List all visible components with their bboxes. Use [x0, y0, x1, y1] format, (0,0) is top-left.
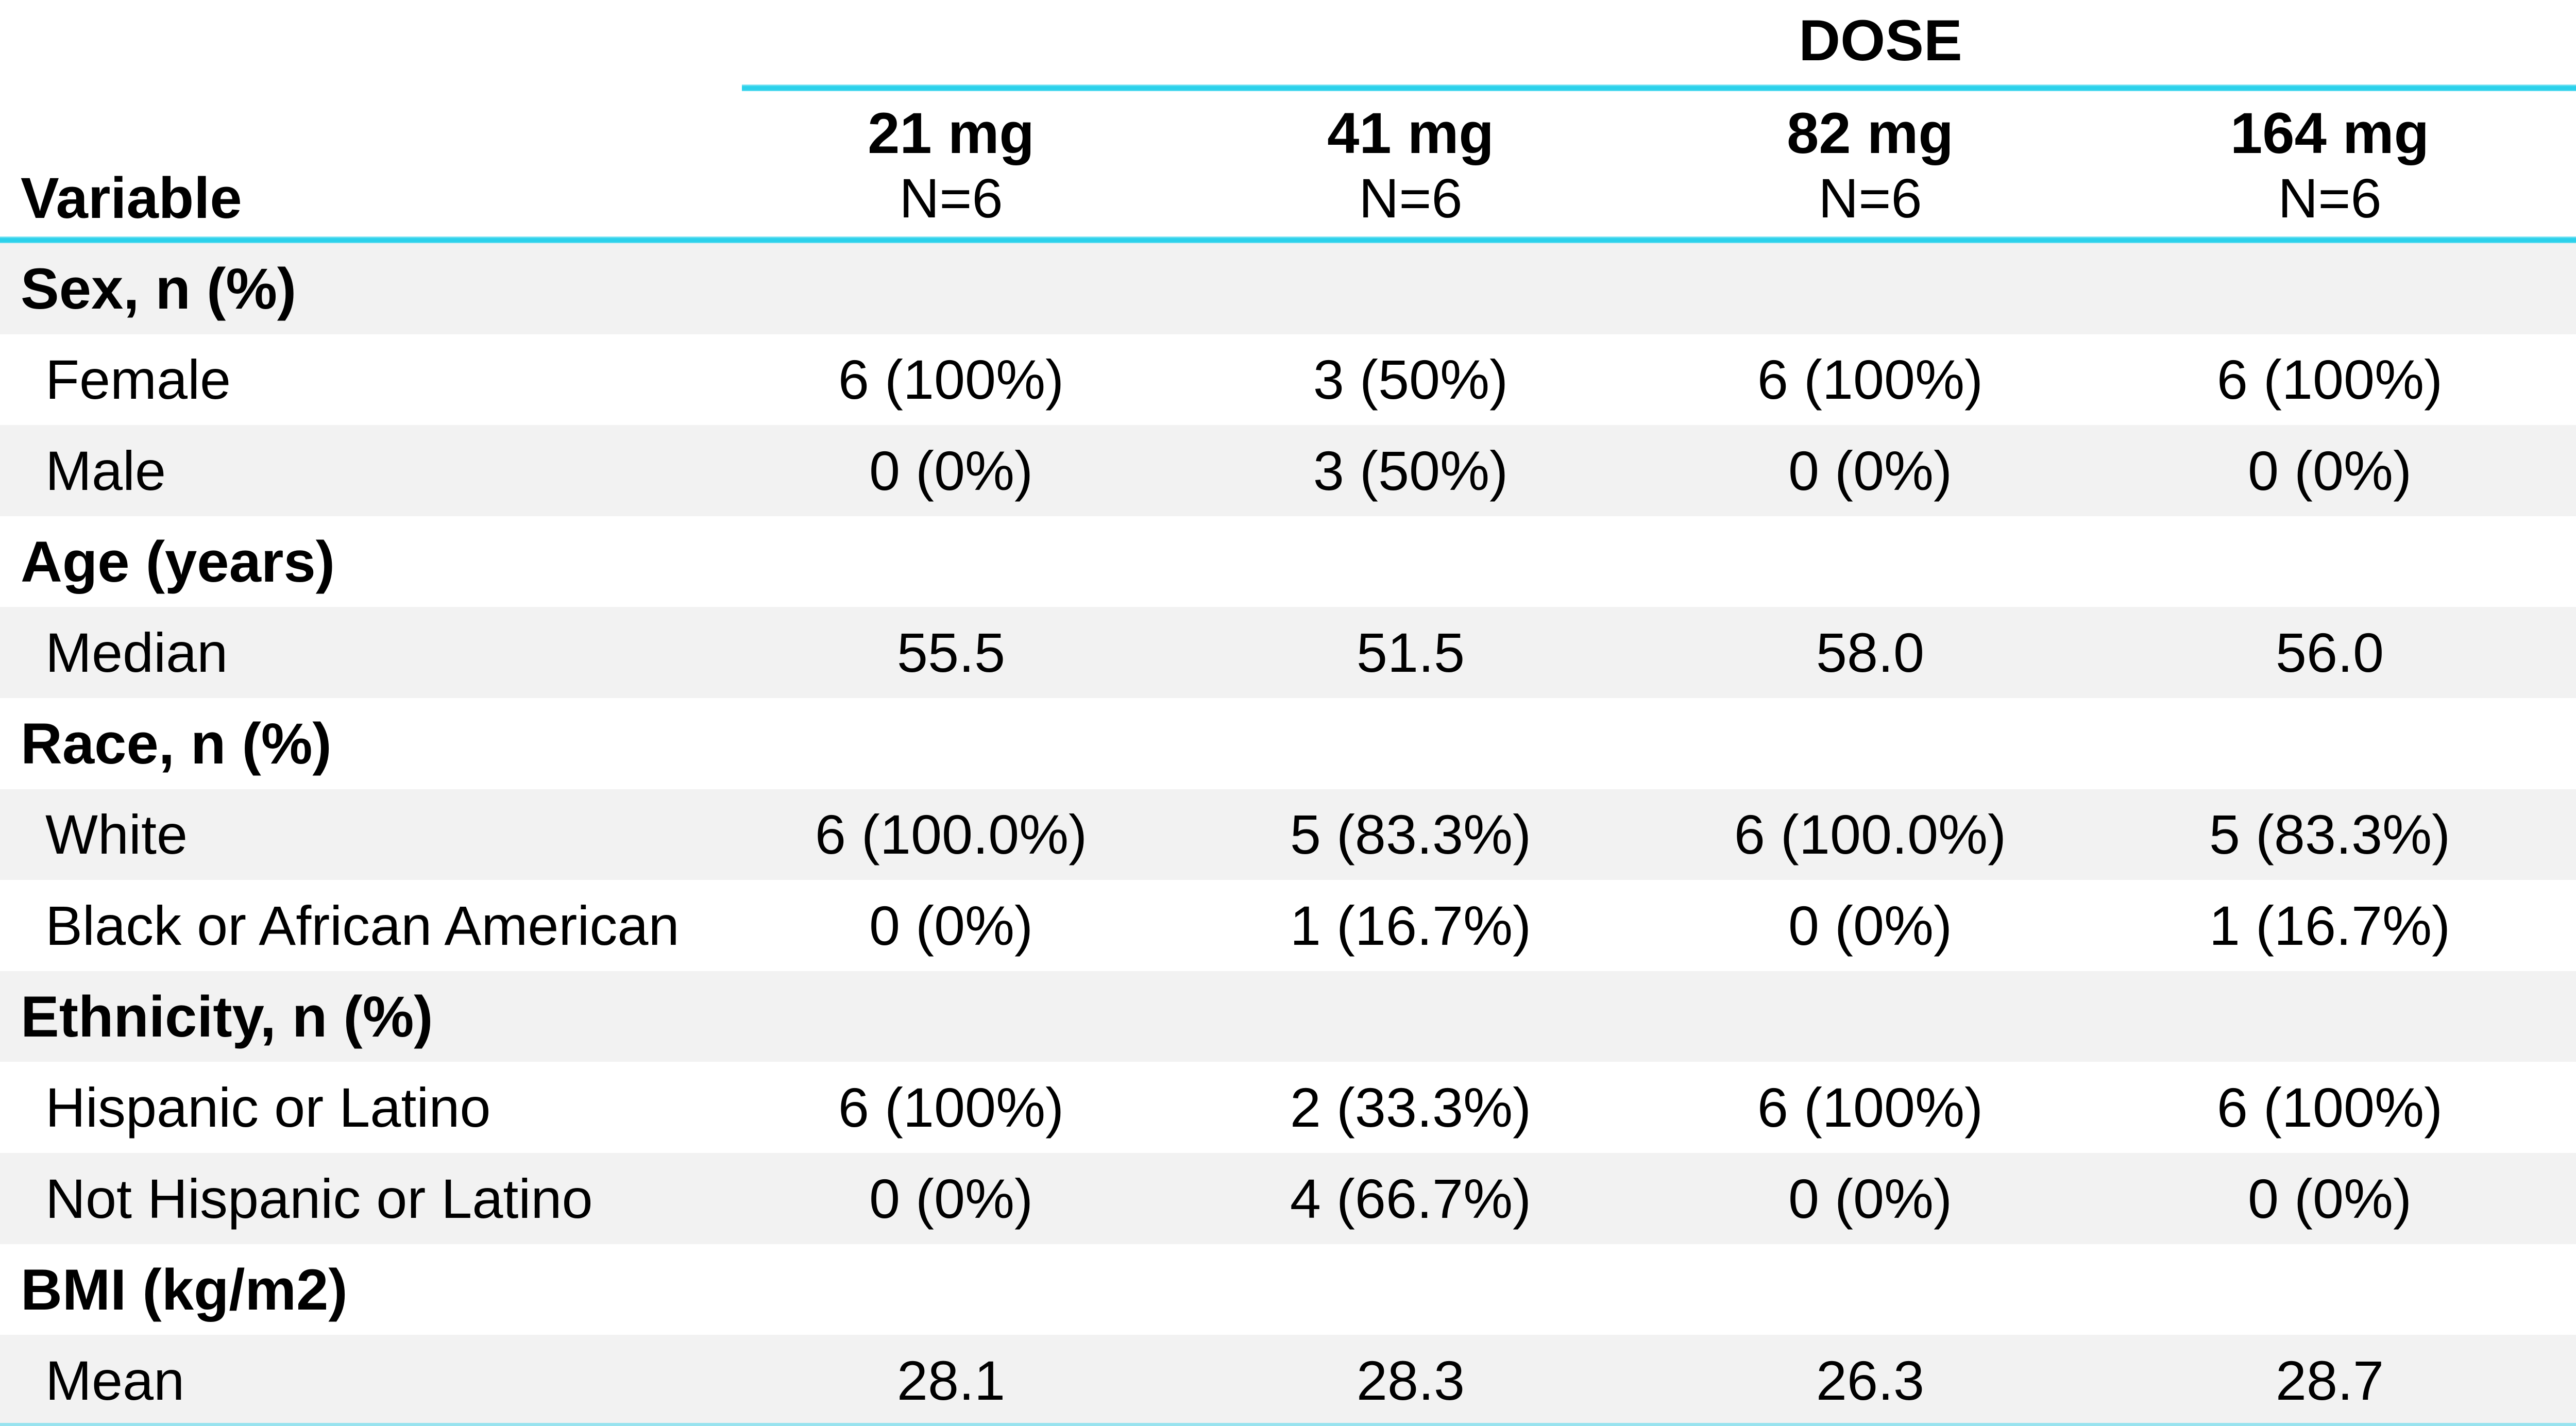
- value-cell: 3 (50%): [1313, 439, 1509, 502]
- value-cell: 0 (0%): [869, 439, 1033, 502]
- row-label: Male: [45, 439, 166, 502]
- dose-header-rule: [742, 84, 2576, 91]
- value-cell: 58.0: [1816, 621, 1925, 684]
- table-row-mean: Mean 28.1 28.3 26.3 28.7 27.7: [0, 1335, 2576, 1426]
- section-label: BMI (kg/m2): [21, 1257, 348, 1322]
- table-row-not-hispanic-or-latino: Not Hispanic or Latino 0 (0%) 4 (66.7%) …: [0, 1153, 2576, 1244]
- table-row-female: Female 6 (100%) 3 (50%) 6 (100%) 6 (100%…: [0, 334, 2576, 426]
- dose-label: 21 mg: [868, 101, 1035, 165]
- value-cell: 2 (25.0%): [2560, 1166, 2576, 1231]
- value-cell: 0 (0%): [1788, 439, 1953, 502]
- dose-label: 164 mg: [2230, 101, 2429, 165]
- column-header-41mg: 41 mg N=6: [1181, 101, 1640, 231]
- value-cell: 53.0: [2560, 620, 2576, 685]
- value-cell: 6 (75.0%): [2560, 1075, 2576, 1140]
- value-cell: 1 (16.7%): [1290, 894, 1532, 957]
- value-cell: 1 (12.5%): [2560, 893, 2576, 958]
- n-count: N=6: [899, 167, 1003, 229]
- value-cell: 6 (100%): [838, 348, 1064, 411]
- row-label: Median: [45, 621, 228, 684]
- table-row-black-or-african-american: Black or African American 0 (0%) 1 (16.7…: [0, 880, 2576, 971]
- table-row-male: Male 0 (0%) 3 (50%) 0 (0%) 0 (0%) 0 (0%): [0, 425, 2576, 516]
- row-label: Hispanic or Latino: [45, 1076, 491, 1139]
- value-cell: 0 (0%): [2247, 1167, 2412, 1230]
- value-cell: 0 (0%): [869, 894, 1033, 957]
- dose-label: 41 mg: [1327, 101, 1494, 165]
- value-cell: 5 (83.3%): [2209, 803, 2451, 866]
- dose-label: Placebo: [2560, 101, 2576, 166]
- value-cell: 1 (16.7%): [2209, 894, 2451, 957]
- value-cell: 5 (83.3%): [1290, 803, 1532, 866]
- dose-group-header: DOSE: [1799, 8, 1962, 73]
- column-header-row: Variable 21 mg N=6 41 mg N=6 82 mg N=6 1…: [0, 101, 2576, 231]
- value-cell: 51.5: [1356, 621, 1465, 684]
- table-row-white: White 6 (100.0%) 5 (83.3%) 6 (100.0%) 5 …: [0, 789, 2576, 880]
- section-row-bmi: BMI (kg/m2): [0, 1244, 2576, 1335]
- value-cell: 4 (66.7%): [1290, 1167, 1532, 1230]
- value-cell: 28.3: [1356, 1349, 1465, 1412]
- column-header-placebo: Placebo N=8: [2560, 101, 2576, 231]
- value-cell: 0 (0%): [1788, 1167, 1953, 1230]
- bottom-rule: [0, 1423, 2576, 1426]
- value-cell: 8 (100%): [2560, 347, 2576, 412]
- row-label: Not Hispanic or Latino: [45, 1167, 593, 1230]
- value-cell: 55.5: [896, 621, 1006, 684]
- section-row-ethnicity: Ethnicity, n (%): [0, 971, 2576, 1062]
- n-count: N=6: [1359, 167, 1463, 229]
- section-row-age: Age (years): [0, 516, 2576, 607]
- section-label: Age (years): [21, 529, 335, 594]
- row-label: Mean: [45, 1349, 185, 1412]
- column-header-164mg: 164 mg N=6: [2100, 101, 2560, 231]
- value-cell: 28.1: [896, 1349, 1006, 1412]
- value-cell: 28.7: [2275, 1349, 2384, 1412]
- section-row-race: Race, n (%): [0, 698, 2576, 789]
- value-cell: 0 (0%): [2560, 438, 2576, 503]
- value-cell: 3 (50%): [1313, 348, 1509, 411]
- value-cell: 6 (100%): [1757, 1076, 1984, 1139]
- section-row-sex: Sex, n (%): [0, 243, 2576, 334]
- value-cell: 6 (100%): [2216, 1076, 2443, 1139]
- value-cell: 6 (100%): [838, 1076, 1064, 1139]
- value-cell: 26.3: [1816, 1349, 1925, 1412]
- n-count: N=6: [1818, 167, 1922, 229]
- row-label: White: [45, 803, 188, 866]
- section-label: Ethnicity, n (%): [21, 984, 433, 1049]
- table-body: Sex, n (%) Female 6 (100%) 3 (50%) 6 (10…: [0, 243, 2576, 1426]
- value-cell: 6 (100%): [2216, 348, 2443, 411]
- header-rule: [0, 236, 2576, 243]
- value-cell: 56.0: [2275, 621, 2384, 684]
- value-cell: 0 (0%): [869, 1167, 1033, 1230]
- value-cell: 6 (100.0%): [815, 803, 1088, 866]
- section-label: Race, n (%): [21, 711, 332, 776]
- value-cell: 6 (100%): [1757, 348, 1984, 411]
- value-cell: 27.7: [2560, 1348, 2576, 1413]
- value-cell: 6 (100.0%): [1734, 803, 2007, 866]
- variable-column-header: Variable: [21, 166, 242, 230]
- value-cell: 0 (0%): [2247, 439, 2412, 502]
- table-row-median: Median 55.5 51.5 58.0 56.0 53.0: [0, 607, 2576, 699]
- row-label: Female: [45, 348, 231, 411]
- dose-label: 82 mg: [1787, 101, 1954, 165]
- row-label: Black or African American: [45, 894, 680, 957]
- value-cell: 0 (0%): [1788, 894, 1953, 957]
- value-cell: 2 (33.3%): [1290, 1076, 1532, 1139]
- table-row-hispanic-or-latino: Hispanic or Latino 6 (100%) 2 (33.3%) 6 …: [0, 1062, 2576, 1153]
- n-count: N=6: [2278, 167, 2382, 229]
- value-cell: 7 (87.5%): [2560, 802, 2576, 867]
- column-header-21mg: 21 mg N=6: [721, 101, 1181, 231]
- column-header-82mg: 82 mg N=6: [1640, 101, 2100, 231]
- section-label: Sex, n (%): [21, 256, 297, 321]
- n-count: N=8: [2560, 166, 2576, 231]
